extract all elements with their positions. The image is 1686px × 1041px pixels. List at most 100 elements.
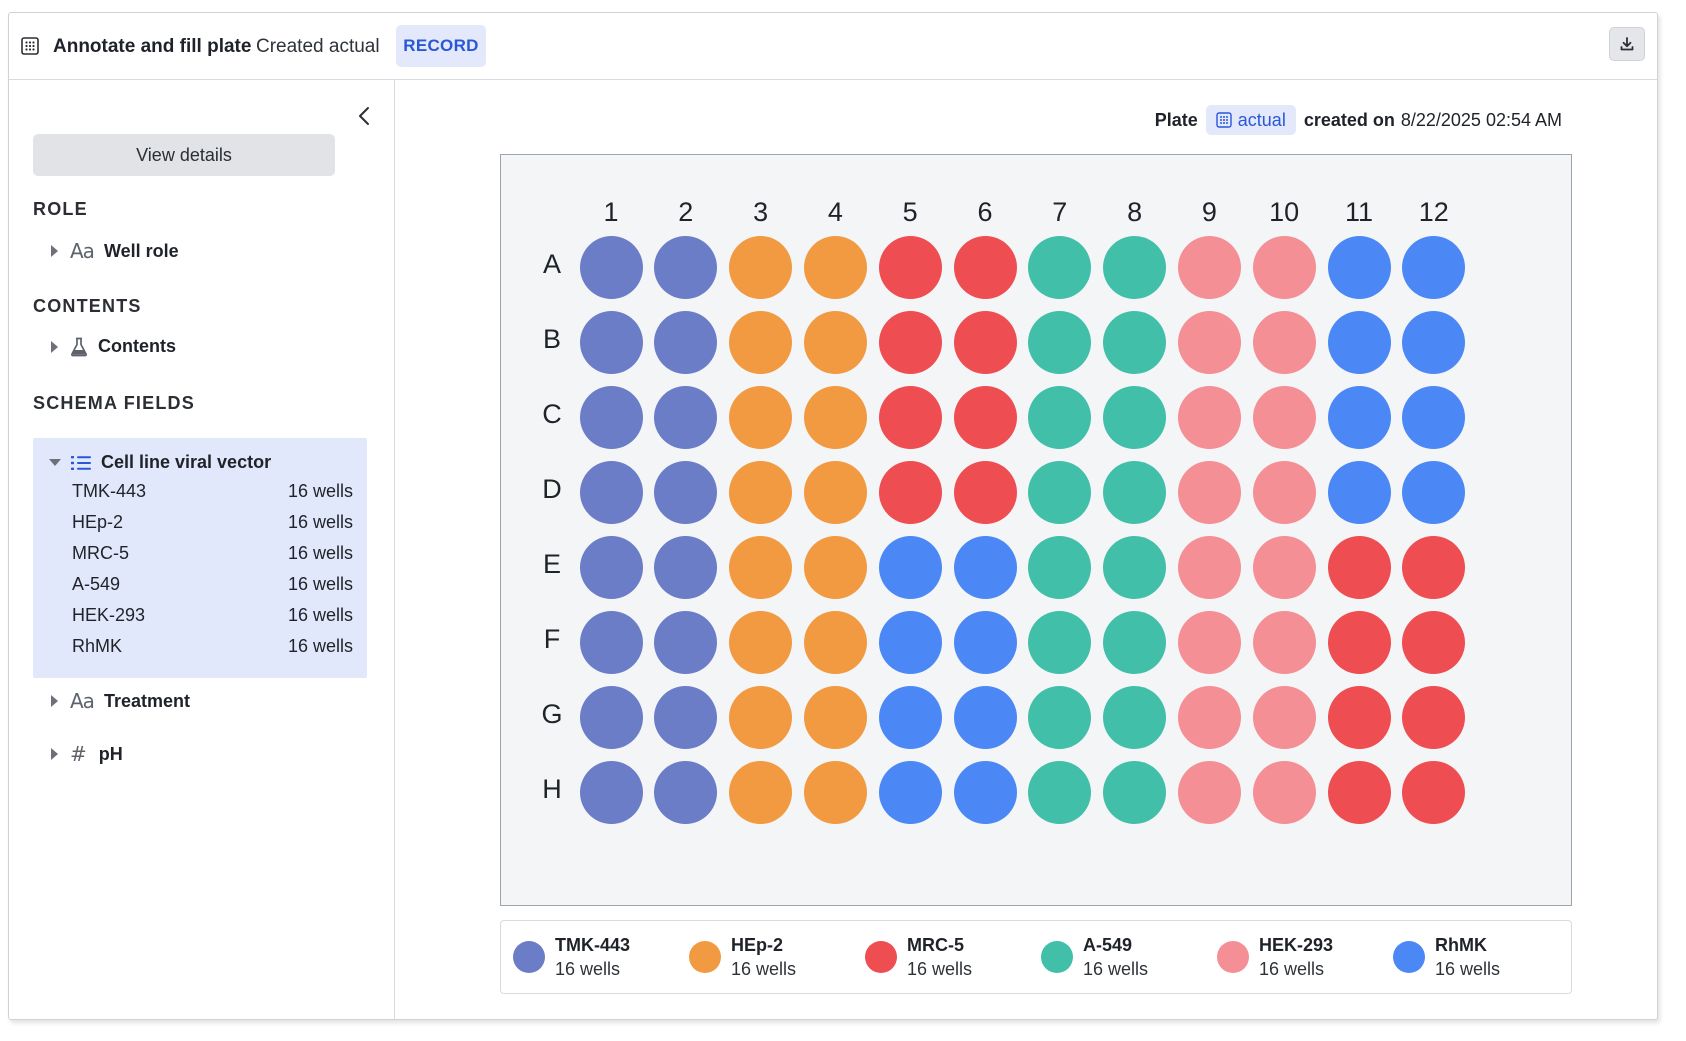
tree-item-treatment[interactable]: Aa Treatment — [51, 689, 190, 713]
well-E5[interactable] — [878, 535, 942, 599]
well-H6[interactable] — [953, 760, 1017, 824]
well-F3[interactable] — [729, 610, 793, 674]
well-B6[interactable] — [953, 310, 1017, 374]
schema-item[interactable]: HEK-293 16 wells — [72, 605, 353, 625]
well-A8[interactable] — [1103, 235, 1167, 299]
schema-item[interactable]: MRC-5 16 wells — [72, 543, 353, 563]
well-E6[interactable] — [953, 535, 1017, 599]
tree-item-ph[interactable]: # pH — [51, 742, 123, 766]
well-F4[interactable] — [803, 610, 867, 674]
well-C2[interactable] — [654, 385, 718, 449]
well-A9[interactable] — [1177, 235, 1241, 299]
well-D10[interactable] — [1252, 460, 1316, 524]
well-C12[interactable] — [1402, 385, 1466, 449]
collapse-sidebar-button[interactable] — [354, 103, 374, 129]
well-D12[interactable] — [1402, 460, 1466, 524]
well-C5[interactable] — [878, 385, 942, 449]
well-H7[interactable] — [1028, 760, 1092, 824]
well-H11[interactable] — [1327, 760, 1391, 824]
well-D9[interactable] — [1177, 460, 1241, 524]
well-B10[interactable] — [1252, 310, 1316, 374]
well-B1[interactable] — [579, 310, 643, 374]
well-A4[interactable] — [803, 235, 867, 299]
tree-item-contents[interactable]: Contents — [51, 336, 176, 357]
schema-item[interactable]: A-549 16 wells — [72, 574, 353, 594]
plate-chip[interactable]: actual — [1205, 105, 1296, 135]
well-B7[interactable] — [1028, 310, 1092, 374]
well-D4[interactable] — [803, 460, 867, 524]
well-C6[interactable] — [953, 385, 1017, 449]
well-H8[interactable] — [1103, 760, 1167, 824]
well-A7[interactable] — [1028, 235, 1092, 299]
well-G9[interactable] — [1177, 685, 1241, 749]
well-H9[interactable] — [1177, 760, 1241, 824]
well-F9[interactable] — [1177, 610, 1241, 674]
well-E7[interactable] — [1028, 535, 1092, 599]
well-D8[interactable] — [1103, 460, 1167, 524]
well-C10[interactable] — [1252, 385, 1316, 449]
well-C1[interactable] — [579, 385, 643, 449]
well-A3[interactable] — [729, 235, 793, 299]
well-E1[interactable] — [579, 535, 643, 599]
record-badge[interactable]: RECORD — [396, 25, 486, 67]
well-F12[interactable] — [1402, 610, 1466, 674]
well-G6[interactable] — [953, 685, 1017, 749]
well-H10[interactable] — [1252, 760, 1316, 824]
well-G11[interactable] — [1327, 685, 1391, 749]
well-D5[interactable] — [878, 460, 942, 524]
well-C7[interactable] — [1028, 385, 1092, 449]
well-G1[interactable] — [579, 685, 643, 749]
well-E3[interactable] — [729, 535, 793, 599]
well-E8[interactable] — [1103, 535, 1167, 599]
tree-item-well-role[interactable]: Aa Well role — [51, 239, 179, 263]
well-E11[interactable] — [1327, 535, 1391, 599]
well-G5[interactable] — [878, 685, 942, 749]
well-F10[interactable] — [1252, 610, 1316, 674]
well-H3[interactable] — [729, 760, 793, 824]
well-E2[interactable] — [654, 535, 718, 599]
well-F5[interactable] — [878, 610, 942, 674]
well-A2[interactable] — [654, 235, 718, 299]
well-H2[interactable] — [654, 760, 718, 824]
well-B12[interactable] — [1402, 310, 1466, 374]
well-A10[interactable] — [1252, 235, 1316, 299]
well-H4[interactable] — [803, 760, 867, 824]
well-F2[interactable] — [654, 610, 718, 674]
well-A1[interactable] — [579, 235, 643, 299]
well-H1[interactable] — [579, 760, 643, 824]
schema-item[interactable]: HEp-2 16 wells — [72, 512, 353, 532]
well-D1[interactable] — [579, 460, 643, 524]
well-B5[interactable] — [878, 310, 942, 374]
well-C4[interactable] — [803, 385, 867, 449]
well-B2[interactable] — [654, 310, 718, 374]
well-D2[interactable] — [654, 460, 718, 524]
well-A11[interactable] — [1327, 235, 1391, 299]
well-D7[interactable] — [1028, 460, 1092, 524]
well-E4[interactable] — [803, 535, 867, 599]
schema-item[interactable]: TMK-443 16 wells — [72, 481, 353, 501]
well-A6[interactable] — [953, 235, 1017, 299]
well-B8[interactable] — [1103, 310, 1167, 374]
well-G10[interactable] — [1252, 685, 1316, 749]
tree-item-cell-line-viral-vector[interactable]: Cell line viral vector — [49, 452, 271, 473]
well-G3[interactable] — [729, 685, 793, 749]
well-F6[interactable] — [953, 610, 1017, 674]
well-C8[interactable] — [1103, 385, 1167, 449]
well-G4[interactable] — [803, 685, 867, 749]
well-C3[interactable] — [729, 385, 793, 449]
well-D3[interactable] — [729, 460, 793, 524]
well-E9[interactable] — [1177, 535, 1241, 599]
well-H12[interactable] — [1402, 760, 1466, 824]
well-G7[interactable] — [1028, 685, 1092, 749]
well-F11[interactable] — [1327, 610, 1391, 674]
well-B4[interactable] — [803, 310, 867, 374]
schema-item[interactable]: RhMK 16 wells — [72, 636, 353, 656]
well-F7[interactable] — [1028, 610, 1092, 674]
well-H5[interactable] — [878, 760, 942, 824]
well-C11[interactable] — [1327, 385, 1391, 449]
well-A5[interactable] — [878, 235, 942, 299]
well-F1[interactable] — [579, 610, 643, 674]
well-G8[interactable] — [1103, 685, 1167, 749]
well-B3[interactable] — [729, 310, 793, 374]
view-details-button[interactable]: View details — [33, 134, 335, 176]
